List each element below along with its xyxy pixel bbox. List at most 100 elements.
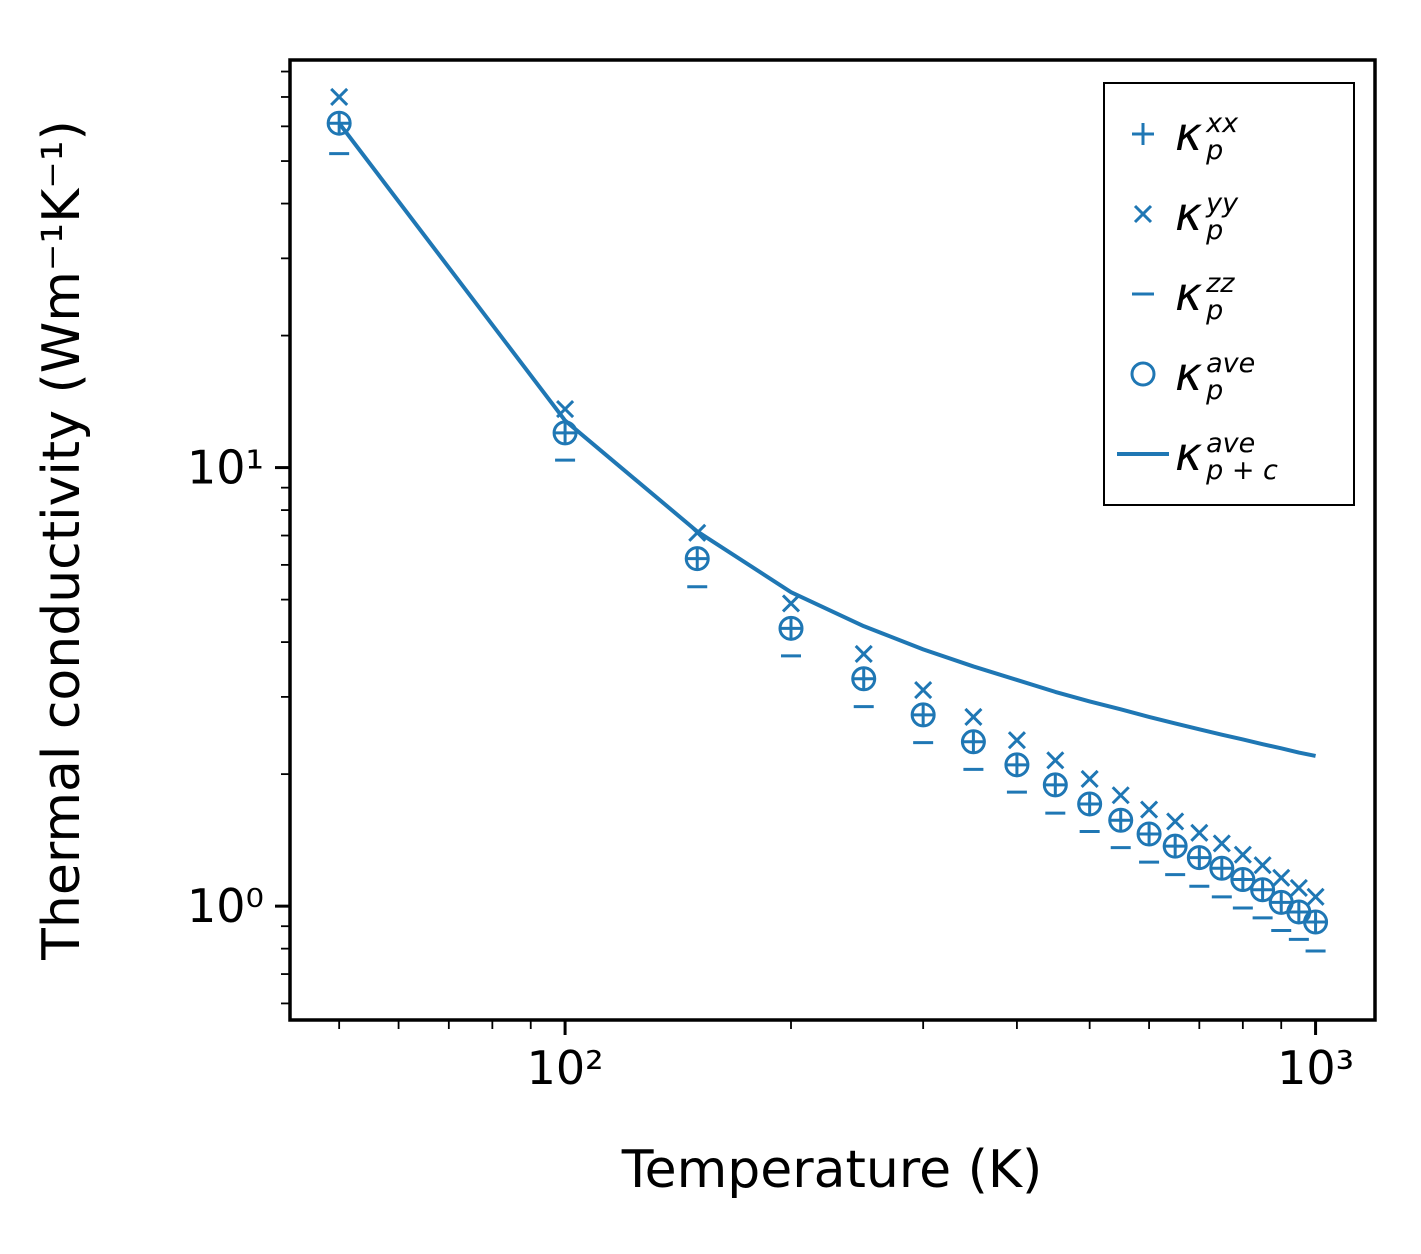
x-tick-label: 10² [527, 1041, 604, 1095]
line-kappa-p-plus-c [337, 121, 1316, 758]
legend-label-kappa-p-plus-c-ave: κ ave p + c [1175, 427, 1278, 484]
plus-marker [1139, 824, 1160, 845]
x-marker [914, 680, 933, 700]
legend-subscript: p [1206, 135, 1224, 166]
plus-marker [963, 731, 984, 752]
legend-scripts: ave p + c [1206, 430, 1278, 484]
legend-subscript: p [1206, 375, 1224, 406]
circle-marker [1162, 833, 1188, 859]
legend-superscript: ave [1206, 428, 1256, 459]
plus-marker [1165, 836, 1186, 857]
plus-marker [1189, 847, 1210, 868]
circle-marker [778, 615, 804, 641]
circle-marker [1077, 791, 1103, 817]
x-marker [330, 87, 349, 107]
x-marker [964, 707, 983, 727]
x-axis-ticks [338, 1020, 1318, 1035]
legend-marker-x-icon [1133, 204, 1153, 224]
legend-item-kappa-p-plus-c-ave: κ ave p + c [1111, 418, 1345, 490]
legend-item-kappa-p-yy: κ yy p [1111, 178, 1345, 250]
series-kappa-p-yy [330, 87, 1325, 906]
x-marker [1212, 834, 1231, 853]
circle-marker [851, 666, 877, 692]
plus-marker [1288, 901, 1309, 922]
circle-marker [1186, 845, 1212, 871]
legend-item-kappa-p-ave: κ ave p [1111, 338, 1345, 410]
circle-marker [910, 702, 936, 728]
x-marker [1140, 800, 1159, 819]
series-kappa-p-xx [329, 113, 1326, 933]
y-axis-label: Thermal conductivity (Wm⁻¹K⁻¹) [32, 120, 92, 960]
x-marker [854, 644, 873, 663]
legend-scripts: ave p [1206, 350, 1255, 404]
x-marker [781, 594, 801, 613]
x-marker [1289, 878, 1308, 898]
plus-marker [1110, 810, 1131, 831]
legend-superscript: xx [1206, 108, 1239, 139]
legend-label-kappa-p-yy: κ yy p [1175, 187, 1238, 244]
x-marker [1080, 769, 1099, 789]
legend-marker-circle-icon [1130, 361, 1156, 387]
plus-marker [1045, 774, 1066, 795]
plus-marker [913, 704, 934, 725]
circle-marker [1209, 855, 1235, 881]
series-kappa-p-zz [329, 152, 1326, 953]
kappa-symbol: κ [1175, 427, 1203, 481]
kappa-symbol: κ [1175, 187, 1203, 241]
legend-scripts: zz p [1206, 270, 1234, 324]
legend-superscript: yy [1206, 188, 1239, 219]
plus-marker [1271, 892, 1292, 913]
plus-marker [1305, 912, 1326, 933]
circle-marker [1108, 807, 1134, 833]
circle-marker [1303, 909, 1329, 935]
x-marker [1166, 812, 1185, 831]
circle-marker [1004, 752, 1030, 778]
x-marker [1272, 868, 1291, 887]
legend-subscript: p [1206, 215, 1224, 246]
legend-label-kappa-p-zz: κ zz p [1175, 267, 1234, 324]
y-tick-label: 10⁰ [187, 879, 264, 933]
plus-marker [853, 668, 874, 689]
legend-subscript: p [1206, 295, 1224, 326]
x-marker [1007, 731, 1026, 750]
legend-label-kappa-p-ave: κ ave p [1175, 347, 1255, 404]
series-kappa-p-plus-c-ave [337, 121, 1316, 758]
plus-marker [1232, 869, 1253, 890]
circle-marker [326, 110, 352, 136]
x-marker [1253, 856, 1272, 875]
legend-subscript: p + c [1206, 455, 1278, 486]
legend-superscript: ave [1206, 348, 1256, 379]
circle-marker [684, 546, 710, 572]
legend-marker-plus-icon [1132, 123, 1154, 145]
circle-marker [1250, 877, 1276, 903]
legend: κ xx p κ yy p κ zz p κ ave p κ ave p + c [1103, 82, 1355, 506]
circle-marker [1042, 772, 1068, 798]
legend-item-kappa-p-xx: κ xx p [1111, 98, 1345, 170]
plus-marker [781, 618, 802, 639]
x-tick-label: 10³ [1277, 1041, 1354, 1095]
legend-scripts: xx p [1206, 110, 1238, 164]
circle-marker [1230, 867, 1256, 893]
x-marker [1046, 751, 1065, 770]
plus-marker [1006, 754, 1027, 775]
y-tick-label: 10¹ [187, 441, 264, 495]
legend-scripts: yy p [1206, 190, 1238, 244]
plus-marker [1211, 858, 1232, 879]
x-marker [1111, 786, 1130, 805]
circle-marker [960, 729, 986, 755]
plus-marker [1079, 793, 1100, 814]
legend-label-kappa-p-xx: κ xx p [1175, 107, 1238, 164]
axes-frame [288, 58, 1377, 1022]
legend-marker-line-icon [1117, 452, 1169, 456]
plus-marker [687, 548, 708, 569]
legend-item-kappa-p-zz: κ zz p [1111, 258, 1345, 330]
x-marker [1306, 887, 1325, 906]
x-marker [1233, 845, 1252, 864]
x-marker [1190, 823, 1209, 842]
legend-superscript: zz [1206, 268, 1235, 299]
y-axis-ticks [275, 70, 290, 1005]
kappa-symbol: κ [1175, 267, 1203, 321]
tick-labels: 10² 10³ 10⁰ 10¹ [187, 441, 1354, 1095]
